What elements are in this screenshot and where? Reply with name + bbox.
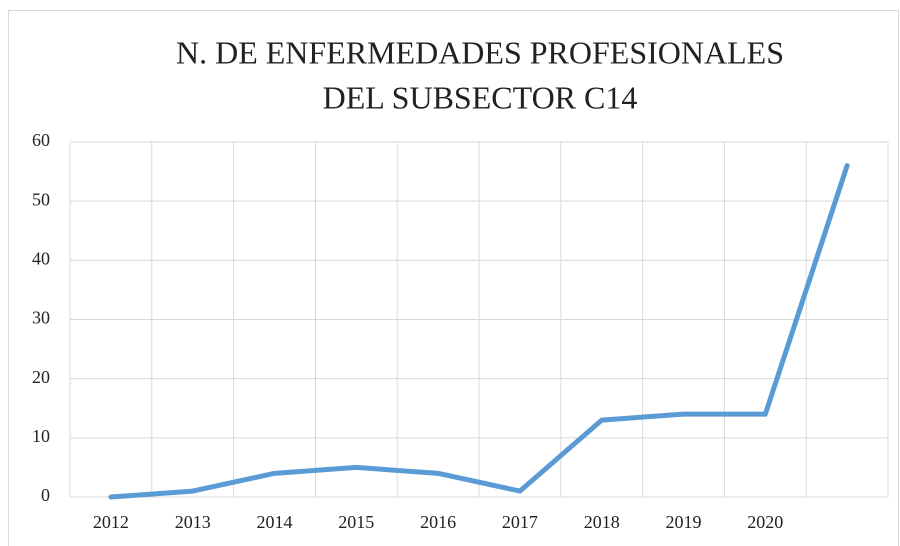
x-tick-label: 2020 — [747, 512, 783, 532]
y-tick-label: 0 — [41, 485, 50, 505]
x-tick-label: 2013 — [175, 512, 211, 532]
chart-title: DEL SUBSECTOR C14 — [323, 79, 638, 115]
chart-border — [8, 10, 899, 546]
x-tick-label: 2018 — [584, 512, 620, 532]
y-tick-label: 50 — [32, 189, 50, 209]
x-tick-label: 2014 — [257, 512, 293, 532]
y-tick-label: 30 — [32, 308, 50, 328]
x-tick-label: 2017 — [502, 512, 538, 532]
x-tick-label: 2016 — [420, 512, 456, 532]
y-tick-label: 60 — [32, 130, 50, 150]
x-tick-label: 2015 — [338, 512, 374, 532]
chart-title: N. DE ENFERMEDADES PROFESIONALES — [176, 34, 784, 70]
y-tick-label: 20 — [32, 367, 50, 387]
y-tick-label: 10 — [32, 426, 50, 446]
data-line — [108, 163, 850, 500]
x-tick-label: 2019 — [666, 512, 702, 532]
y-tick-label: 40 — [32, 248, 50, 268]
x-tick-label: 2012 — [93, 512, 129, 532]
